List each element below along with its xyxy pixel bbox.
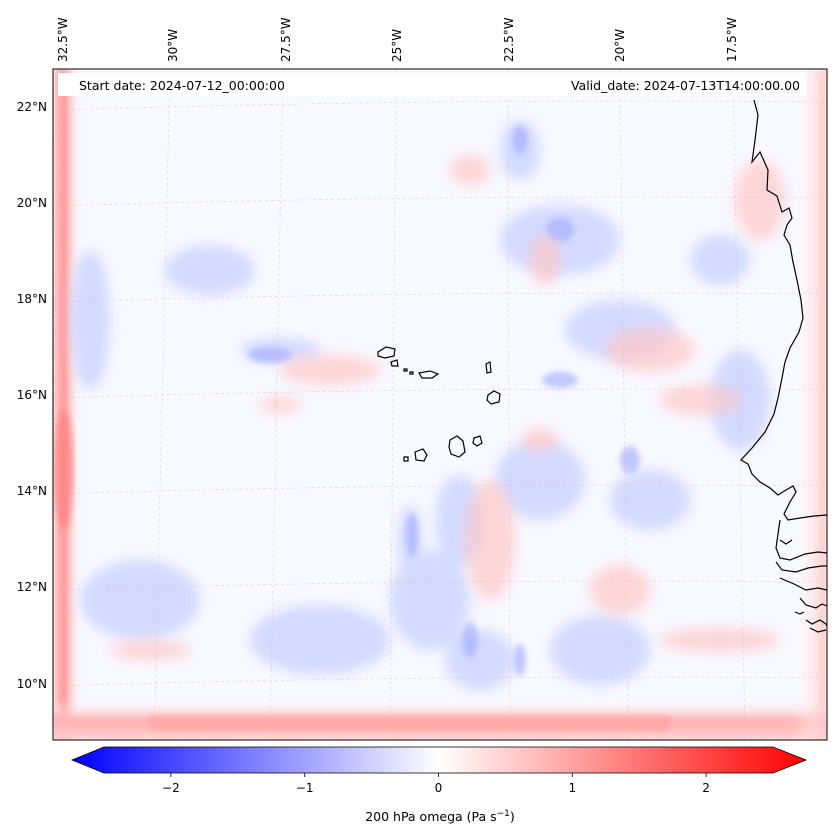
- colorbar-label-text: 200 hPa omega (Pa s: [365, 809, 496, 824]
- lon-label: 20°W: [613, 29, 627, 62]
- african-coastline: [740, 99, 827, 633]
- lat-label: 10°N: [17, 677, 47, 691]
- lat-label: 14°N: [17, 484, 47, 498]
- colorbar-tick-label: 1: [568, 781, 576, 795]
- lat-label: 16°N: [17, 388, 47, 402]
- lat-label: 20°N: [17, 196, 47, 210]
- start-date-label: Start date: 2024-07-12_00:00:00: [79, 78, 285, 93]
- colorbar-label-suffix: ): [510, 809, 515, 824]
- lon-label: 30°W: [166, 29, 180, 62]
- colorbar: −2 −1 0 1 2 200 hPa omega (Pa s−1): [70, 746, 808, 824]
- colorbar-tick-label: 0: [435, 781, 443, 795]
- omega-field: [53, 69, 827, 740]
- valid-date-label: Valid_date: 2024-07-13T14:00:00.00: [571, 78, 800, 93]
- lat-label: 18°N: [17, 292, 47, 306]
- lat-label: 12°N: [17, 580, 47, 594]
- colorbar-tick-labels: −2 −1 0 1 2: [162, 781, 710, 795]
- lat-label: 22°N: [17, 100, 47, 114]
- lon-label: 32.5°W: [56, 17, 70, 62]
- colorbar-body: [70, 746, 808, 774]
- colorbar-tick-label: −2: [162, 781, 180, 795]
- colorbar-tick-label: −1: [296, 781, 314, 795]
- map-frame: [52, 68, 828, 741]
- date-header-box: [58, 73, 806, 96]
- colorbar-label: 200 hPa omega (Pa s−1): [365, 809, 515, 824]
- colorbar-label-exponent: −1: [497, 809, 510, 819]
- lon-label: 25°W: [390, 29, 404, 62]
- latitude-labels: 22°N 20°N 18°N 16°N 14°N 12°N 10°N: [17, 100, 47, 691]
- lon-label: 27.5°W: [279, 17, 293, 62]
- colorbar-tick-label: 2: [702, 781, 710, 795]
- cabo-verde-islands: [377, 346, 501, 462]
- lon-label: 22.5°W: [502, 17, 516, 62]
- lon-label: 17.5°W: [725, 17, 739, 62]
- colorbar-ticks: [170, 773, 707, 777]
- longitude-labels: 32.5°W 30°W 27.5°W 25°W 22.5°W 20°W 17.5…: [56, 17, 739, 62]
- graticule: [53, 69, 827, 740]
